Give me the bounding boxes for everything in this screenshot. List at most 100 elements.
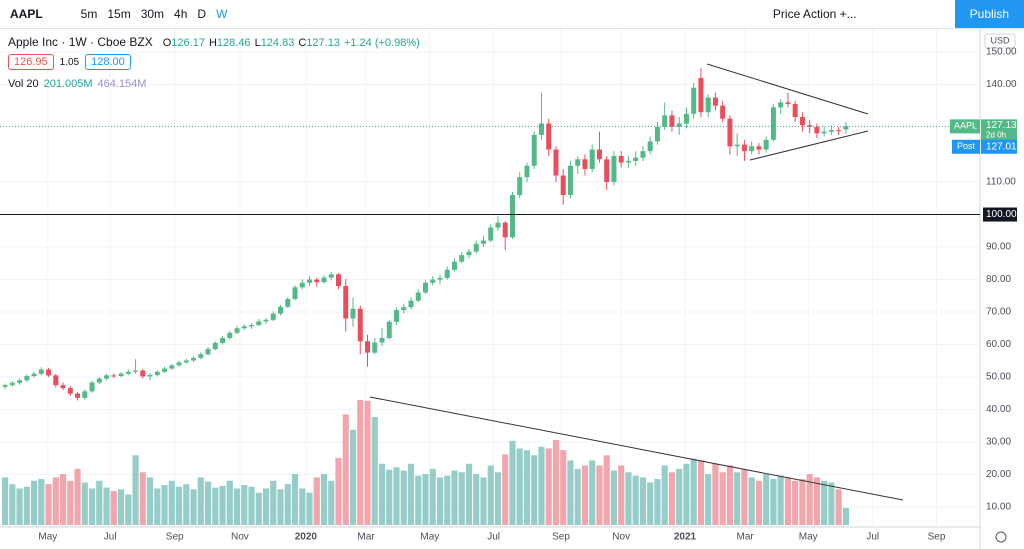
spread: 1.05 (59, 57, 80, 68)
y-tick-label: 80.00 (986, 274, 1011, 285)
candle-body (640, 151, 646, 158)
candle-body (756, 146, 762, 150)
symbol-tag: AAPL (954, 121, 977, 131)
candle-body (611, 156, 617, 183)
candle-body (270, 313, 276, 320)
y-tick-label: 20.00 (986, 469, 1011, 480)
volume-bar (647, 482, 654, 525)
candle-body (183, 360, 189, 363)
candle-body (785, 102, 791, 105)
volume-bar (313, 477, 320, 525)
y-tick-label: 90.00 (986, 242, 1011, 253)
volume-bar (444, 475, 451, 525)
legend-line: Apple Inc · 1W · Cboe BZX O126.17 H128.46 L… (8, 35, 420, 49)
trend-lines (369, 63, 904, 501)
volume-bar (639, 477, 647, 525)
candle-body (553, 149, 559, 176)
volume-bar (335, 457, 342, 525)
candle-body (67, 388, 73, 394)
interval[interactable]: 5m (80, 7, 98, 21)
trend-line (706, 63, 869, 115)
template[interactable]: Price Action +... (772, 7, 857, 21)
candle-body (430, 279, 436, 283)
volume-bar (523, 450, 531, 525)
interval[interactable]: 30m (140, 7, 165, 21)
volume-bar (683, 463, 690, 525)
volume-bar (393, 467, 400, 525)
volume-bar (407, 463, 415, 525)
candle-body (654, 126, 660, 142)
candle-body (451, 261, 457, 270)
volume-bar (349, 429, 357, 525)
volume-bar (146, 477, 154, 525)
y-tick-label: 30.00 (986, 437, 1011, 448)
candle-body (111, 375, 117, 377)
ohlc-key: C (298, 37, 307, 49)
interval[interactable]: W (216, 7, 228, 21)
volume-bar (378, 463, 386, 525)
candle-body (538, 123, 544, 135)
candle-body (336, 274, 342, 287)
volume-bar (204, 481, 212, 525)
candle-body (480, 240, 486, 244)
volume-bar (610, 470, 618, 525)
y-tick-label: 10.00 (986, 502, 1011, 513)
volume-bar (806, 473, 813, 525)
volume-bar (632, 475, 639, 525)
volume-bar (458, 472, 465, 525)
volume-bar (96, 480, 103, 525)
candle-body (698, 78, 704, 113)
interval[interactable]: 4h (174, 7, 188, 21)
volume-bar (132, 455, 139, 525)
x-tick-label: Jul (487, 532, 500, 543)
candle-body (459, 255, 465, 262)
bid: 126.95 (8, 54, 54, 70)
interval[interactable]: 15m (107, 7, 131, 21)
y-tick-label: 140.00 (986, 79, 1017, 90)
trend-line (369, 396, 904, 501)
y-tick-label: 150.00 (986, 47, 1017, 58)
candle-body (662, 115, 668, 127)
candle-body (647, 141, 653, 152)
volume-bar (67, 480, 74, 525)
volume-bar (320, 473, 328, 525)
volume-bar (415, 475, 422, 525)
interval[interactable]: D (197, 7, 207, 21)
candle-body (567, 165, 573, 196)
candle-body (46, 369, 52, 376)
candle-body (596, 149, 602, 160)
volume-bar (509, 440, 516, 525)
ohlc-value: 124.83 (260, 37, 295, 49)
candle-body (488, 227, 494, 241)
settings-icon[interactable] (995, 531, 1007, 543)
last-price-label: 127.13 (986, 120, 1017, 131)
volume-bar (357, 400, 364, 525)
volume-bar (364, 400, 371, 525)
candle-body (531, 134, 537, 166)
candle-body (582, 159, 588, 170)
volume-bar (59, 473, 67, 525)
volume-bar (125, 494, 132, 525)
volume-bar (770, 479, 777, 525)
volume-bar (38, 479, 45, 525)
publish-button[interactable]: Publish (954, 0, 1024, 28)
volume-bar (668, 472, 676, 525)
volume-bar (552, 439, 560, 525)
volume-bar (52, 477, 59, 525)
ohlc-key: O (162, 37, 172, 49)
candle-body (807, 125, 813, 127)
candle-body (393, 310, 399, 322)
post-price-bg (981, 139, 1017, 154)
ohlc-key: H (208, 37, 217, 49)
volume-bar (741, 469, 748, 525)
volume-bar (219, 485, 226, 525)
volume-bar (233, 488, 241, 525)
volume-bar (777, 475, 784, 525)
volume-bar (262, 488, 270, 525)
volume-bar (726, 465, 734, 525)
symbol[interactable]: AAPL (10, 7, 43, 21)
candle-body (589, 149, 595, 170)
candle-body (836, 130, 842, 132)
volume-bar (45, 484, 52, 525)
post-tag: Post (957, 141, 976, 151)
